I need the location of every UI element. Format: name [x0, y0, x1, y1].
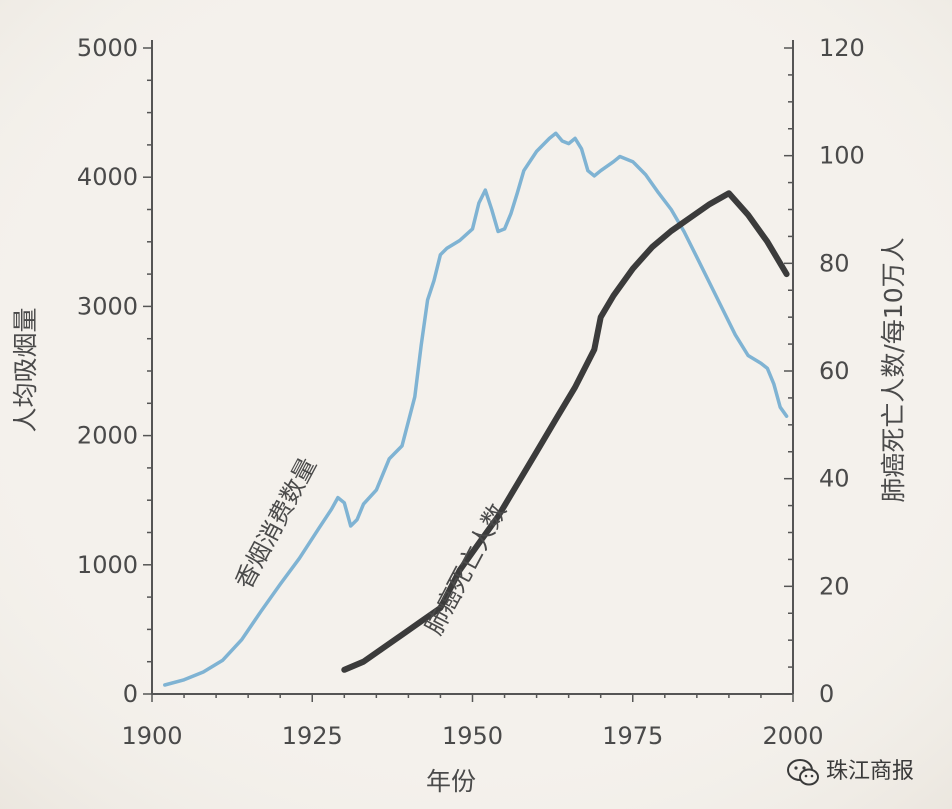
right-tick-label: 60: [819, 357, 850, 385]
right-tick-label: 100: [819, 142, 865, 170]
right-tick-label: 80: [819, 249, 850, 277]
x-axis-title: 年份: [426, 767, 476, 796]
left-tick-label: 0: [123, 680, 138, 708]
right-tick-label: 20: [819, 572, 850, 600]
left-tick-label: 3000: [77, 292, 138, 320]
x-tick-label: 1900: [121, 722, 182, 750]
right-y-axis-ticks: 0 20 40 60 80 100 120: [784, 34, 865, 708]
series-line-lung-cancer: [341, 190, 790, 673]
x-axis-ticks: 1900 1925 1950 1975 2000: [121, 694, 824, 750]
left-tick-label: 1000: [77, 551, 138, 579]
x-tick-label: 1925: [282, 722, 343, 750]
watermark: 珠江商报: [787, 759, 914, 786]
right-y-axis-title: 肺癌死亡人数/每10万人: [879, 237, 908, 502]
right-tick-label: 0: [819, 680, 834, 708]
left-y-axis-title: 人均吸烟量: [11, 307, 40, 432]
right-tick-label: 40: [819, 465, 850, 493]
left-y-axis-ticks: 0 1000 2000 3000 4000 5000: [77, 34, 152, 708]
x-tick-label: 1950: [442, 722, 503, 750]
right-tick-label: 120: [819, 34, 865, 62]
series-layer: [163, 131, 790, 687]
left-tick-label: 5000: [77, 34, 138, 62]
x-tick-label: 2000: [762, 722, 823, 750]
left-tick-label: 4000: [77, 163, 138, 191]
left-tick-label: 2000: [77, 422, 138, 450]
watermark-text: 珠江商报: [826, 759, 914, 784]
series-line-cigarettes: [163, 131, 789, 687]
x-tick-label: 1975: [602, 722, 663, 750]
wechat-icon: [787, 759, 819, 786]
